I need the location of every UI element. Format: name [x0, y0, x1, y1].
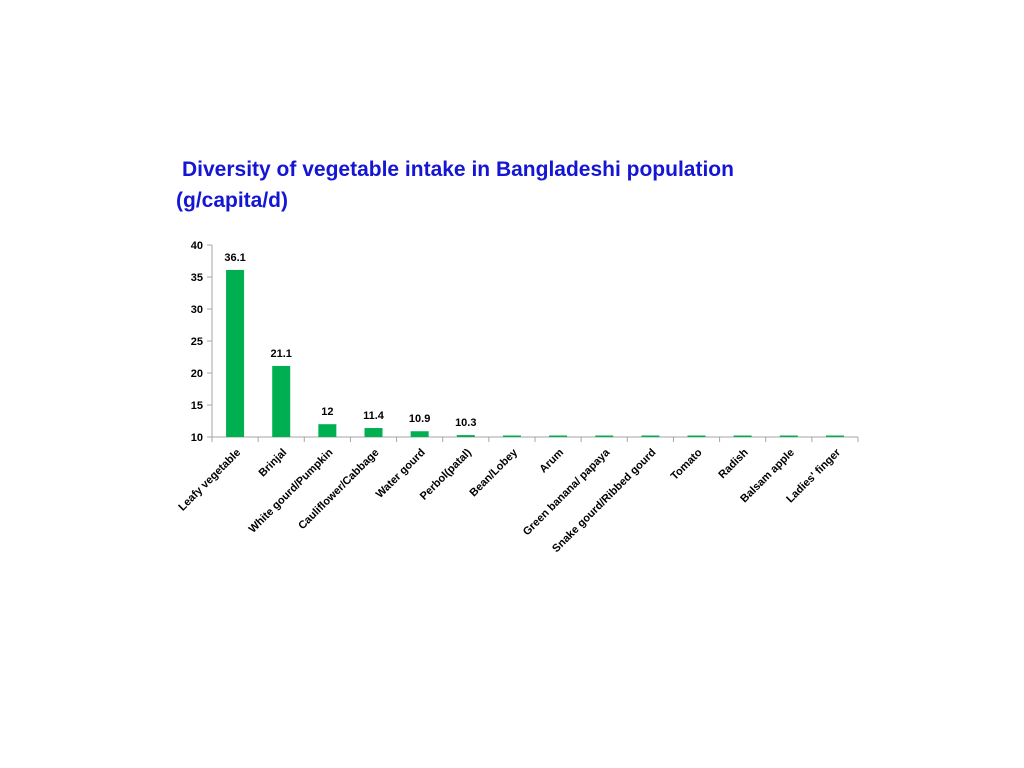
bars	[226, 269, 844, 437]
y-tick-label: 15	[191, 400, 203, 412]
bar	[549, 435, 568, 437]
y-tick-label: 35	[191, 272, 203, 284]
y-axis: 10 15 20 25 30 35 40	[191, 240, 213, 444]
x-tick-label: Bean/Lobey	[467, 446, 520, 499]
y-tick-label: 25	[191, 336, 203, 348]
chart-title-line2: (g/capita/d)	[176, 185, 836, 216]
y-tick-label: 40	[191, 240, 203, 252]
data-label: 36.1	[224, 252, 245, 264]
bar	[733, 435, 752, 437]
bar	[641, 435, 660, 437]
chart-title: Diversity of vegetable intake in Banglad…	[176, 154, 836, 216]
data-label: 12	[321, 406, 333, 418]
y-tick-label: 30	[191, 304, 203, 316]
data-labels: 36.1 21.1 12 11.4 10.9 10.3	[224, 252, 476, 429]
x-axis	[211, 436, 859, 442]
x-tick-label: Cauliflower/Cabbage	[296, 447, 381, 532]
bar	[825, 435, 844, 437]
y-tick-label: 20	[191, 368, 203, 380]
chart-title-paren: )	[281, 189, 289, 212]
y-tick-label: 10	[191, 432, 203, 444]
bar	[364, 428, 383, 437]
x-tick-label: Arum	[537, 446, 566, 475]
data-label: 11.4	[363, 410, 385, 422]
bar	[318, 424, 337, 437]
chart-title-unit: (g/capita/d	[176, 189, 282, 212]
x-tick-label: Leafy vegetable	[176, 447, 243, 514]
x-tick-label: Radish	[716, 446, 751, 481]
data-label: 10.3	[455, 417, 476, 429]
bar	[502, 435, 521, 437]
bar	[456, 435, 475, 437]
x-tick-label: Brinjal	[257, 447, 290, 480]
bar	[410, 431, 429, 437]
bar	[272, 365, 291, 437]
bar	[779, 435, 798, 437]
x-tick-label: Tomato	[669, 446, 705, 482]
x-tick-label: White gourd/Pumpkin	[247, 446, 336, 535]
data-label: 10.9	[409, 413, 430, 425]
bar	[595, 435, 614, 437]
data-label: 21.1	[271, 348, 292, 360]
x-tick-label: Green banana/ papaya	[521, 446, 613, 538]
bar	[687, 435, 706, 437]
bar	[226, 269, 245, 437]
chart-title-line1: Diversity of vegetable intake in Banglad…	[182, 158, 734, 181]
